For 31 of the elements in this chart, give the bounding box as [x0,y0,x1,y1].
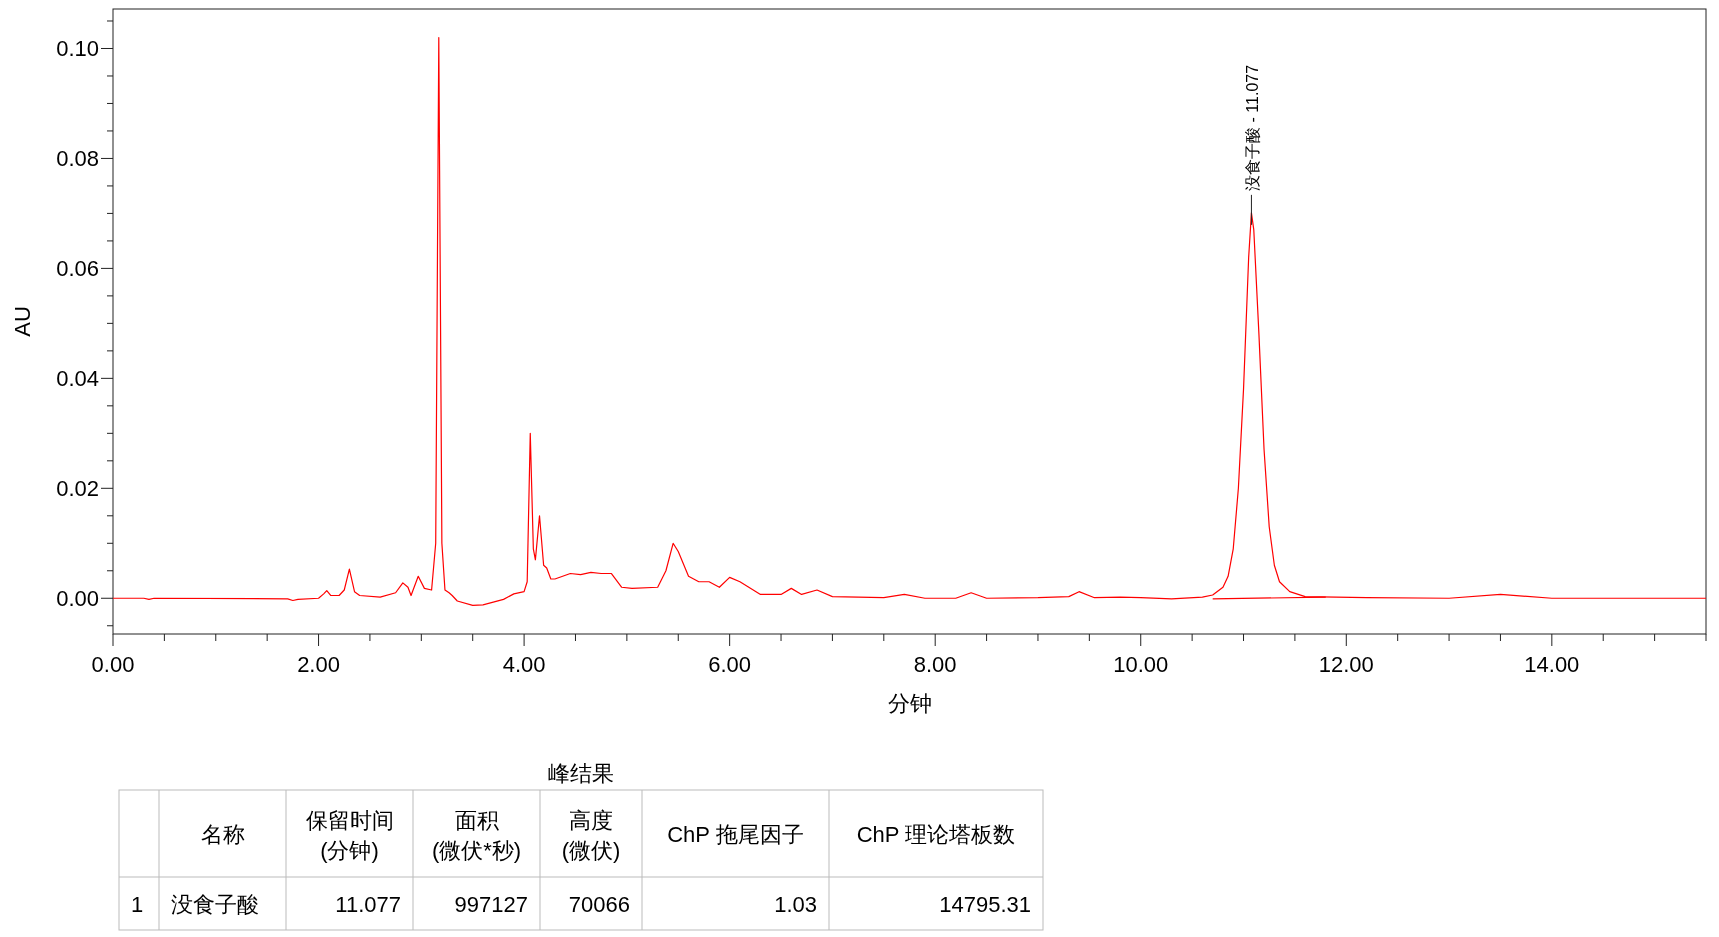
text: 1 [131,891,144,917]
y-tick-label: 0.08 [56,146,99,172]
x-tick-label: 14.00 [1524,652,1580,677]
text: 没食子酸 [171,891,259,917]
text: 997127 [454,891,528,917]
y-axis-title: AU [10,306,35,337]
text: 面积 (微伏*秒) [431,807,522,863]
x-tick-label: 8.00 [913,652,957,677]
text: 11.077 [335,891,401,917]
text: 70066 [568,891,630,917]
text: 14795.31 [939,891,1031,917]
text: 保留时间 (分钟) [305,807,394,863]
text: 峰结果 [548,761,614,786]
x-tick-label: 4.00 [502,652,546,677]
y-tick-label: 0.02 [56,476,99,502]
y-tick-label: 0.10 [56,36,99,62]
y-tick-label: 0.04 [56,366,99,392]
text: 名称 [200,821,245,847]
annotation: 没食子酸 - 11.077 [1244,64,1262,191]
x-tick-label: 6.00 [708,652,752,677]
x-tick-label: 0.00 [91,652,135,677]
x-tick-label: 2.00 [297,652,340,677]
text: ChP 理论塔板数 [856,821,1016,847]
x-tick-label: 10.00 [1113,652,1169,677]
y-tick-label: 0.00 [56,586,99,612]
text: 高度 (微伏) [561,807,621,863]
y-tick-label: 0.06 [56,256,99,282]
text: ChP 拖尾因子 [667,821,804,847]
x-tick-label: 12.00 [1318,652,1374,677]
text: 1.03 [774,891,817,917]
x-axis-title: 分钟 [887,691,932,716]
